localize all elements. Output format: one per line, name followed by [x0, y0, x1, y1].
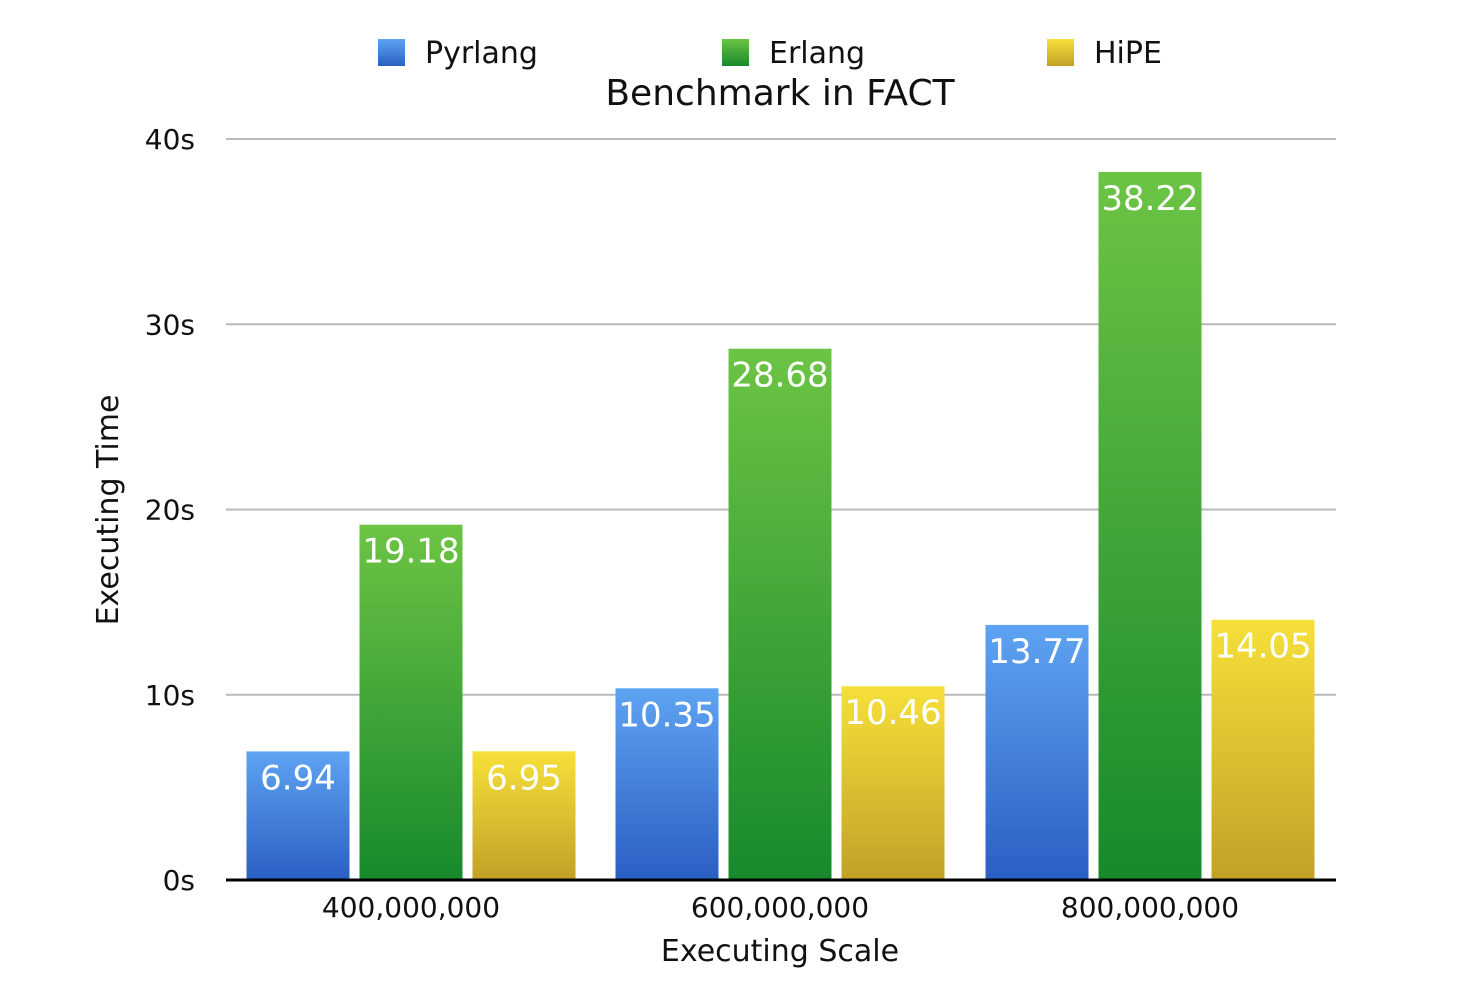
y-tick-label: 30s — [145, 308, 195, 341]
y-tick-label: 10s — [145, 679, 195, 712]
legend: Pyrlang Erlang HiPE — [378, 36, 1162, 71]
legend-swatch-erlang — [722, 39, 749, 66]
value-label-pyrlang-2: 10.35 — [618, 695, 715, 735]
bar-pyrlang-3 — [985, 624, 1089, 880]
value-label-hipe-3: 14.05 — [1214, 627, 1311, 667]
bars — [246, 171, 1315, 881]
x-tick-label: 800,000,000 — [1061, 891, 1239, 924]
value-label-hipe-2: 10.46 — [844, 693, 941, 733]
legend-label-pyrlang: Pyrlang — [425, 36, 538, 71]
bar-pyrlang-1 — [246, 751, 350, 880]
bar-hipe-2 — [841, 686, 945, 880]
y-tick-label: 40s — [145, 123, 195, 156]
value-label-erlang-1: 19.18 — [362, 532, 459, 572]
bar-pyrlang-2 — [615, 688, 719, 880]
legend-label-hipe: HiPE — [1094, 36, 1162, 71]
value-label-erlang-3: 38.22 — [1101, 179, 1198, 219]
value-label-pyrlang-1: 6.94 — [260, 758, 336, 798]
bar-hipe-1 — [472, 751, 576, 880]
value-label-erlang-2: 28.68 — [731, 356, 828, 396]
y-tick-label: 20s — [145, 494, 195, 527]
x-tick-label: 600,000,000 — [691, 891, 869, 924]
x-tick-label: 400,000,000 — [322, 891, 500, 924]
bar-erlang-1 — [359, 524, 463, 880]
y-tick-label: 0s — [163, 864, 195, 897]
x-axis-title: Executing Scale — [661, 934, 899, 969]
y-axis-ticks: 0s 10s 20s 30s 40s — [145, 123, 195, 897]
value-label-pyrlang-3: 13.77 — [988, 632, 1085, 672]
bar-erlang-2 — [728, 348, 832, 880]
value-label-hipe-1: 6.95 — [486, 758, 562, 798]
legend-label-erlang: Erlang — [769, 36, 865, 71]
y-axis-title: Executing Time — [91, 395, 126, 626]
legend-swatch-hipe — [1047, 39, 1074, 66]
chart-title: Benchmark in FACT — [605, 73, 955, 114]
value-labels: 6.94 19.18 6.95 10.35 28.68 10.46 13.77 38.22 14… — [260, 179, 1312, 798]
bar-hipe-3 — [1211, 619, 1315, 880]
x-axis-ticks: 400,000,000 600,000,000 800,000,000 — [322, 891, 1239, 924]
legend-swatch-pyrlang — [378, 39, 405, 66]
bar-erlang-3 — [1098, 171, 1202, 881]
